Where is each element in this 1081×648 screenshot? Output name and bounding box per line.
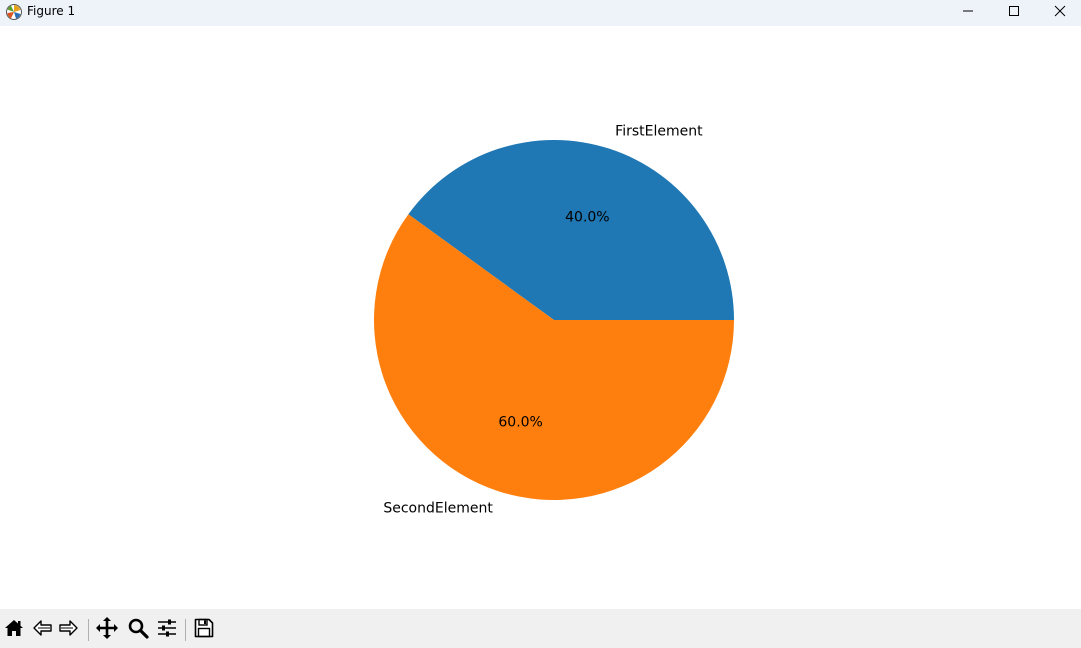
minimize-button[interactable] (945, 0, 991, 22)
forward-button[interactable] (56, 617, 82, 643)
home-button[interactable] (1, 617, 27, 643)
pie-slice-2 (374, 214, 734, 501)
back-button[interactable] (29, 617, 55, 643)
back-icon (31, 617, 53, 643)
save-icon (193, 617, 215, 643)
maximize-icon (1008, 2, 1020, 21)
window-title: Figure 1 (27, 4, 76, 18)
pie-category-label: SecondElement (383, 500, 493, 516)
pie-category-label: FirstElement (615, 124, 703, 140)
navigation-toolbar (0, 609, 1081, 648)
pie-chart: FirstElement 40.0% SecondElement 60.0% (374, 124, 734, 516)
toolbar-separator (185, 619, 186, 641)
close-icon (1054, 2, 1066, 21)
pie-percent-label: 60.0% (498, 415, 542, 431)
matplotlib-app-icon (5, 3, 23, 21)
maximize-button[interactable] (991, 0, 1037, 22)
pan-button[interactable] (94, 617, 120, 643)
zoom-icon (127, 617, 149, 643)
minimize-icon (962, 2, 974, 21)
close-button[interactable] (1037, 0, 1081, 22)
configure-subplots-button[interactable] (154, 617, 180, 643)
toolbar-separator (88, 619, 89, 641)
configure-subplots-icon (156, 617, 178, 643)
pie-percent-label: 40.0% (565, 209, 609, 225)
title-bar[interactable]: Figure 1 (0, 0, 1081, 26)
pan-icon (95, 616, 119, 644)
figure-canvas[interactable]: FirstElement 40.0% SecondElement 60.0% (0, 26, 1081, 609)
forward-icon (58, 617, 80, 643)
pie-slice-1 (408, 140, 734, 320)
zoom-button[interactable] (125, 617, 151, 643)
home-icon (3, 617, 25, 643)
save-button[interactable] (191, 617, 217, 643)
